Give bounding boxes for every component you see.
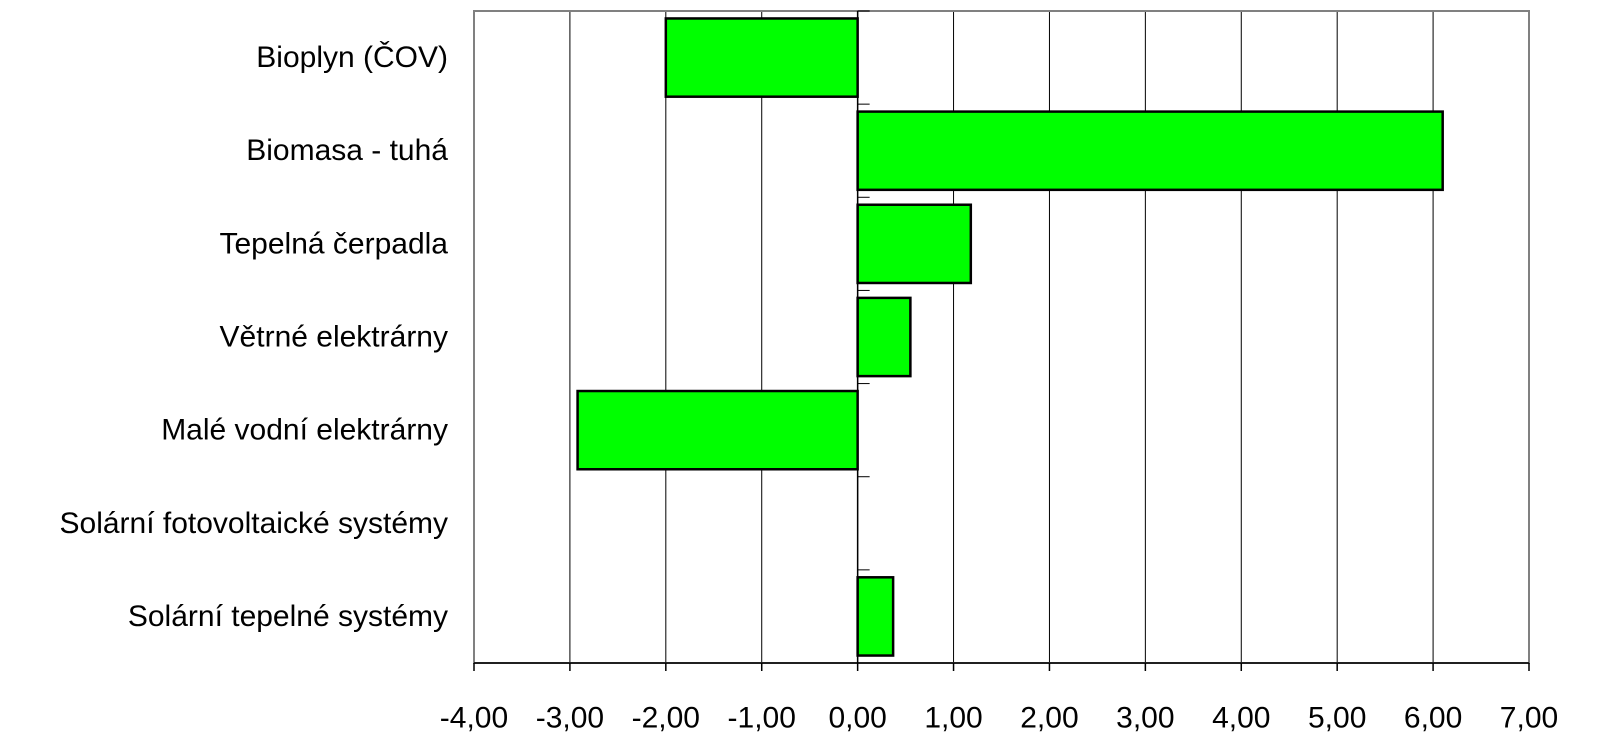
- x-tick-label: 4,00: [1212, 702, 1270, 735]
- x-tick-label: -2,00: [632, 702, 700, 735]
- category-label: Větrné elektrárny: [220, 321, 448, 354]
- x-tick-label: 1,00: [924, 702, 982, 735]
- x-tick-label: 3,00: [1116, 702, 1174, 735]
- plot-frame: [473, 10, 1530, 664]
- bars: [576, 17, 1444, 657]
- bar: [576, 389, 859, 471]
- x-tick-label: 2,00: [1020, 702, 1078, 735]
- x-tick-label: 7,00: [1500, 702, 1558, 735]
- category-label: Bioplyn (ČOV): [256, 40, 448, 74]
- x-tick-label: -3,00: [536, 702, 604, 735]
- bar: [856, 576, 895, 657]
- category-label: Solární tepelné systémy: [128, 600, 448, 633]
- x-tick-labels: -4,00 -3,00 -2,00 -1,00 0,00 1,00 2,00 3,00 4,00…: [440, 702, 1558, 735]
- category-label: Solární fotovoltaické systémy: [60, 507, 449, 540]
- bar: [856, 203, 973, 285]
- x-tick-label: 6,00: [1404, 702, 1462, 735]
- x-tick-label: -1,00: [728, 702, 796, 735]
- bar: [856, 296, 912, 378]
- x-tick-label: 5,00: [1308, 702, 1366, 735]
- grid-lines: [569, 11, 1434, 663]
- x-tick-label: -4,00: [440, 702, 508, 735]
- axes: [473, 10, 1530, 671]
- category-labels: Bioplyn (ČOV) Biomasa - tuhá Tepelná čerpa…: [60, 40, 449, 633]
- x-tick-label: 0,00: [828, 702, 886, 735]
- bar: [856, 110, 1444, 192]
- category-label: Biomasa - tuhá: [246, 134, 448, 167]
- category-label: Malé vodní elektrárny: [161, 414, 448, 447]
- category-label: Tepelná čerpadla: [219, 227, 448, 260]
- bar: [664, 17, 859, 98]
